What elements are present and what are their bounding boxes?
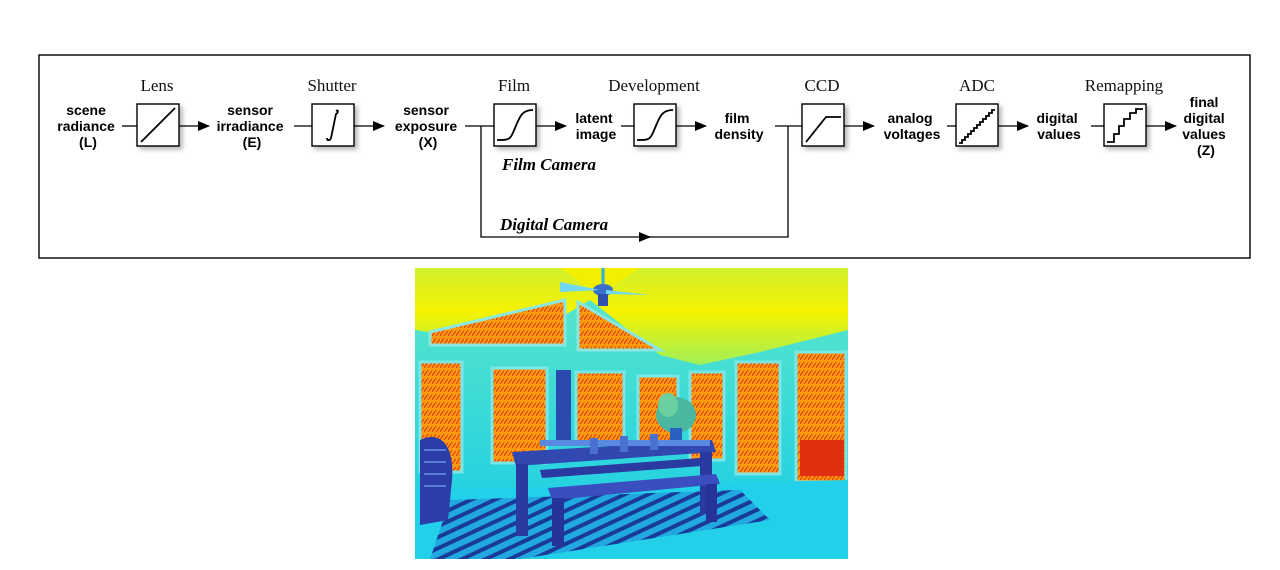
window-center [574, 370, 626, 444]
film-camera-label: Film Camera [501, 155, 596, 174]
stage-title-adc: ADC [959, 76, 995, 95]
wicker-chair [420, 436, 453, 525]
window-far-right [734, 360, 782, 476]
stage-title-ccd: CCD [805, 76, 840, 95]
stage-title-lens: Lens [140, 76, 173, 95]
signal-latent-image: latent image [575, 110, 616, 142]
signal-sensor-exposure: sensor exposure (X) [395, 102, 461, 150]
window-center-left [490, 366, 549, 465]
signal-final-digital-values: final digital values (Z) [1182, 94, 1229, 158]
digital-camera-bypass-path [480, 126, 789, 242]
stage-title-remapping: Remapping [1085, 76, 1164, 95]
remapping-block [1103, 103, 1147, 147]
adc-staircase-icon [959, 109, 995, 144]
gable-window-left [428, 298, 567, 347]
stage-title-shutter: Shutter [307, 76, 356, 95]
signal-film-density: film density [714, 110, 763, 142]
signal-analog-voltages: analog voltages [884, 110, 941, 142]
ceiling-fan [560, 268, 650, 306]
signal-digital-values: digital values [1036, 110, 1081, 142]
linear-response-icon [140, 107, 176, 143]
signal-sensor-irradiance: sensor irradiance (E) [217, 102, 288, 150]
stage-title-development: Development [608, 76, 700, 95]
development-curve-icon [636, 109, 674, 141]
wall-panel [556, 370, 571, 440]
signal-scene-radiance: scene radiance (L) [57, 102, 118, 150]
stage-title-film: Film [498, 76, 530, 95]
gable-window-right [576, 299, 666, 352]
integral-icon [326, 109, 339, 142]
ccd-saturation-curve-icon [805, 116, 841, 143]
digital-camera-label: Digital Camera [499, 215, 609, 234]
bench [548, 474, 720, 546]
film-response-curve-icon [496, 109, 534, 141]
striped-rug [430, 490, 770, 559]
diagram-frame [38, 54, 1251, 259]
remapping-staircase-icon [1107, 108, 1143, 143]
false-color-photo [415, 268, 848, 559]
